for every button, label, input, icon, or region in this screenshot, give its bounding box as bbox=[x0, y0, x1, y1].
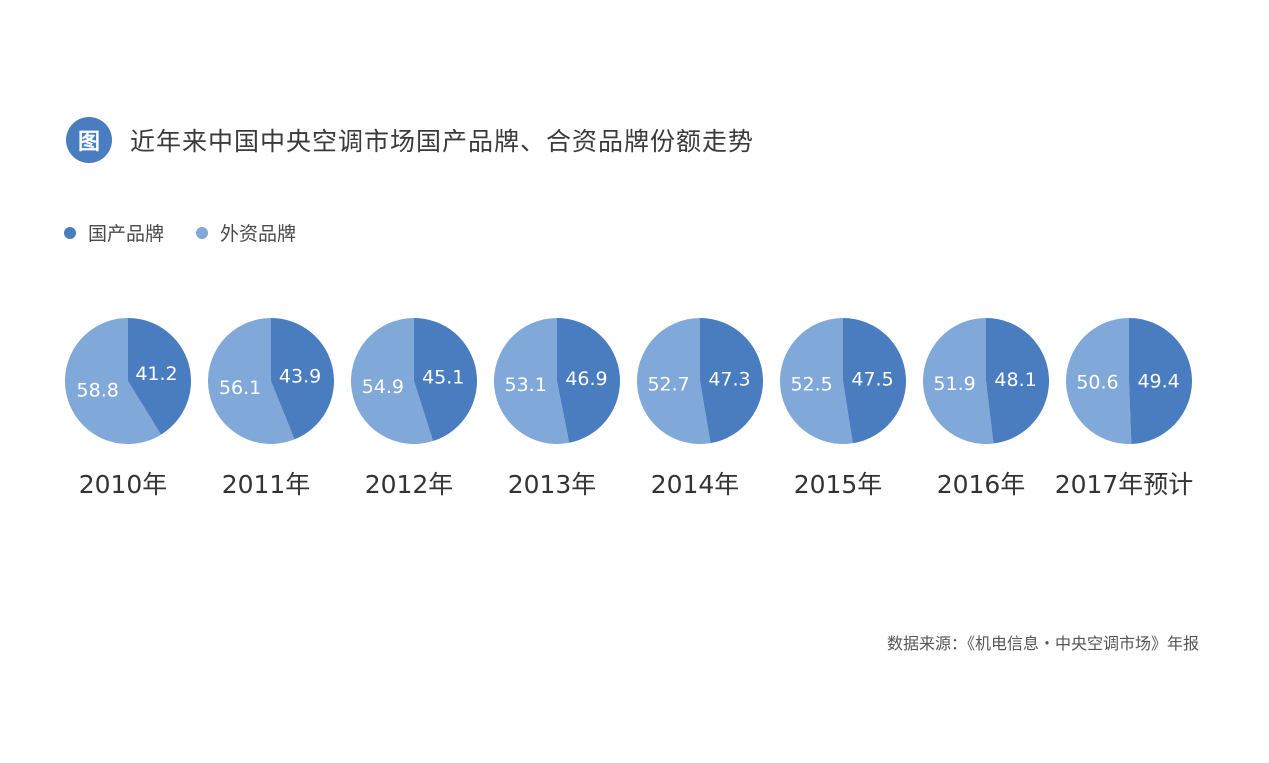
pie-slice-foreign bbox=[65, 318, 162, 444]
figure-badge-icon: 图 bbox=[66, 117, 112, 163]
slice-label-domestic: 43.9 bbox=[279, 365, 321, 387]
pie-slice-domestic bbox=[843, 318, 907, 444]
pie-slice-domestic bbox=[700, 318, 764, 444]
pie-chart: 47.5 52.5 2015年 bbox=[780, 318, 907, 499]
slice-label-foreign: 53.1 bbox=[504, 374, 546, 396]
slice-label-domestic: 46.9 bbox=[565, 368, 607, 390]
year-label: 2010年 bbox=[79, 470, 168, 499]
slice-label-domestic: 41.2 bbox=[135, 363, 177, 385]
pie-slice-domestic bbox=[128, 318, 192, 435]
pie-slice-domestic bbox=[414, 318, 478, 442]
slice-label-foreign: 51.9 bbox=[933, 373, 975, 395]
pie-charts-svg: 41.258.82010年43.956.12011年45.154.92012年4… bbox=[65, 318, 1194, 499]
pie-slice-foreign bbox=[208, 318, 295, 444]
pie-chart: 47.3 52.7 2014年 bbox=[637, 318, 764, 499]
pie-chart: 41.2 58.8 2010年 bbox=[65, 318, 192, 499]
year-label: 2014年 bbox=[651, 470, 740, 499]
legend-dot-domestic bbox=[64, 226, 76, 239]
pie-slice-domestic bbox=[557, 318, 621, 443]
pie-slice-foreign bbox=[780, 318, 853, 444]
pie-chart: 43.9 56.1 2011年 bbox=[208, 318, 335, 499]
pie-chart: 48.1 51.9 2016年 bbox=[923, 318, 1050, 499]
pie-slice-domestic bbox=[271, 318, 335, 440]
pie-slice-foreign bbox=[923, 318, 994, 444]
pie-slice-foreign bbox=[494, 318, 570, 444]
chart-header: 图 近年来中国中央空调市场国产品牌、合资品牌份额走势 bbox=[66, 117, 754, 163]
pie-chart: 45.1 54.9 2012年 bbox=[351, 318, 478, 499]
slice-label-foreign: 50.6 bbox=[1076, 372, 1118, 394]
slice-label-domestic: 48.1 bbox=[994, 369, 1036, 391]
slice-label-foreign: 54.9 bbox=[362, 376, 404, 398]
pie-slice-domestic bbox=[1129, 318, 1193, 444]
pie-slice-foreign bbox=[351, 318, 434, 444]
legend-item-foreign: 外资品牌 bbox=[196, 219, 296, 246]
year-label: 2012年 bbox=[365, 470, 454, 499]
legend-label-domestic: 国产品牌 bbox=[88, 223, 165, 245]
year-label: 2011年 bbox=[222, 470, 311, 499]
legend: 国产品牌 外资品牌 bbox=[64, 219, 328, 246]
pie-charts-area: 41.2 58.8 2010年 43.9 56.1 2011年 45.1 54.9 2012年 4… bbox=[0, 300, 1269, 520]
slice-label-foreign: 52.7 bbox=[647, 374, 689, 396]
pie-slice-domestic bbox=[986, 318, 1050, 444]
slice-label-foreign: 52.5 bbox=[790, 373, 832, 395]
data-source-note: 数据来源：《机电信息・中央空调市场》年报 bbox=[886, 634, 1199, 653]
slice-label-domestic: 47.3 bbox=[708, 368, 750, 390]
year-label: 2013年 bbox=[508, 470, 597, 499]
pie-chart: 46.9 53.1 2013年 bbox=[494, 318, 621, 499]
pie-chart: 49.4 50.6 2017年预计 bbox=[1055, 318, 1194, 499]
slice-label-foreign: 56.1 bbox=[219, 377, 261, 399]
chart-title: 近年来中国中央空调市场国产品牌、合资品牌份额走势 bbox=[130, 127, 755, 156]
year-label: 2015年 bbox=[794, 470, 883, 499]
legend-dot-foreign bbox=[196, 226, 209, 239]
year-label: 2016年 bbox=[937, 470, 1026, 499]
slice-label-domestic: 45.1 bbox=[422, 366, 464, 388]
year-label: 2017年预计 bbox=[1055, 470, 1194, 499]
slice-label-domestic: 47.5 bbox=[851, 369, 893, 391]
slice-label-foreign: 58.8 bbox=[77, 380, 119, 402]
legend-label-foreign: 外资品牌 bbox=[220, 223, 297, 245]
slice-label-domestic: 49.4 bbox=[1137, 370, 1179, 392]
pie-slice-foreign bbox=[1066, 318, 1132, 444]
pie-slice-foreign bbox=[637, 318, 711, 444]
legend-item-domestic: 国产品牌 bbox=[64, 219, 164, 246]
